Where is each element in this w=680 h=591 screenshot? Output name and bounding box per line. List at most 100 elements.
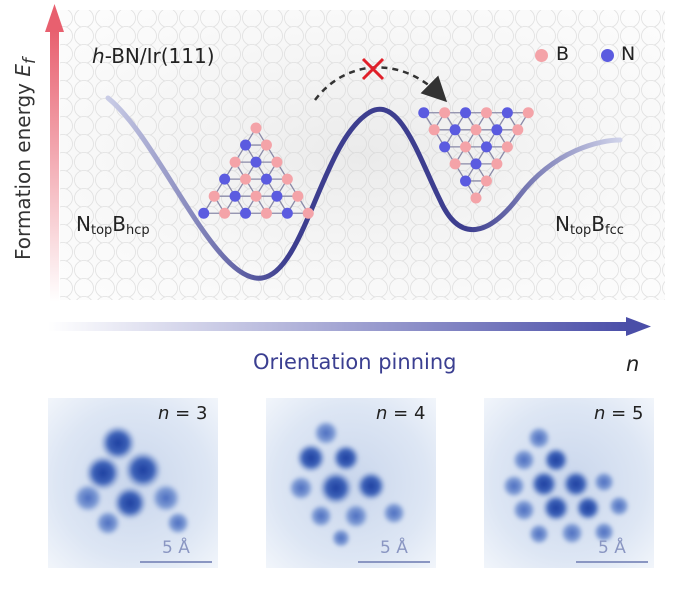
stm-protrusion [319, 471, 353, 505]
system-label-prefix: h [92, 44, 105, 68]
stm-protrusion [343, 503, 369, 529]
stm-protrusion [100, 425, 136, 461]
legend-n-label: N [621, 43, 636, 65]
nitrogen-atom [260, 173, 272, 185]
system-label-rest: -BN/Ir(111) [104, 44, 215, 68]
panel3-n: n [594, 403, 606, 424]
panel3-value: = 5 [605, 403, 644, 424]
nitrogen-atom [439, 141, 451, 153]
boron-atom [449, 158, 461, 170]
y-axis-subscript: f [20, 58, 39, 64]
boron-atom [250, 122, 262, 134]
boron-atom [470, 124, 482, 136]
nitrogen-atom [449, 124, 461, 136]
stm-protrusion [502, 474, 526, 498]
stm-protrusion [151, 483, 181, 513]
cluster-ntop-bfcc [418, 107, 534, 204]
stm-protrusion [113, 486, 147, 520]
stm-protrusion [124, 451, 162, 489]
state-right-n: N [555, 212, 570, 236]
panel1-scale-label: 5 Å [162, 538, 190, 558]
cluster-ntop-bhcp [198, 122, 314, 219]
nitrogen-atom [480, 141, 492, 153]
panel2-n: n [376, 403, 388, 424]
state-left-label: NtopBhcp [76, 212, 150, 238]
stm-protrusion [313, 420, 339, 446]
nitrogen-atom [460, 107, 472, 119]
nitrogen-atom [250, 156, 262, 168]
stm-protrusion [542, 494, 570, 522]
boron-atom [480, 107, 492, 119]
x-axis-label: Orientation pinning [253, 350, 457, 374]
stm-protrusion [512, 498, 536, 522]
stm-panel-n4 [266, 398, 436, 568]
stm-protrusion [85, 455, 121, 491]
stm-panel-n5 [484, 398, 654, 568]
panel1-n: n [158, 403, 170, 424]
nitrogen-atom [219, 173, 231, 185]
nitrogen-atom [418, 107, 430, 119]
state-right-label: NtopBfcc [555, 212, 624, 238]
stm-protrusion [512, 448, 536, 472]
boron-atom [302, 207, 314, 219]
stm-panel-n3 [48, 398, 218, 568]
boron-atom [292, 190, 304, 202]
boron-atom [240, 173, 252, 185]
nitrogen-atom [198, 207, 210, 219]
panel1-label: n = 3 [158, 403, 207, 424]
state-left-sub1: top [90, 223, 113, 238]
system-label: h-BN/Ir(111) [92, 44, 215, 68]
boron-atom [260, 139, 272, 151]
stm-protrusion [530, 470, 558, 498]
y-axis-label-text: Formation energy [11, 83, 35, 260]
state-right-sub2: fcc [605, 223, 624, 238]
stm-protrusion [560, 521, 584, 545]
nitrogen-atom [460, 175, 472, 187]
state-left-n: N [76, 212, 91, 236]
boron-atom [428, 124, 440, 136]
boron-atom [281, 173, 293, 185]
boron-atom [208, 190, 220, 202]
legend-b-dot [535, 49, 548, 62]
stm-protrusion [95, 510, 121, 536]
nitrogen-atom [501, 107, 513, 119]
y-axis [50, 30, 59, 302]
stm-protrusion [73, 483, 103, 513]
stm-protrusion [382, 501, 406, 525]
boron-atom [480, 175, 492, 187]
boron-atom [512, 124, 524, 136]
x-axis-symbol: n [626, 352, 640, 376]
energy-curve [105, 95, 623, 281]
stm-protrusion [332, 444, 360, 472]
stm-protrusion [527, 426, 551, 450]
boron-atom [250, 190, 262, 202]
nitrogen-atom [240, 207, 252, 219]
boron-atom [491, 158, 503, 170]
state-right-b: B [591, 212, 606, 236]
y-axis-arrowhead [45, 4, 64, 32]
boron-atom [522, 107, 534, 119]
boron-atom [260, 207, 272, 219]
x-axis-arrowhead [626, 317, 651, 336]
stm-protrusion [543, 447, 569, 473]
stm-protrusion [528, 523, 550, 545]
panel3-label: n = 5 [594, 403, 643, 424]
stm-protrusion [593, 521, 615, 543]
stm-protrusion [356, 471, 386, 501]
state-right-sub1: top [569, 223, 592, 238]
legend-b-label: B [556, 43, 570, 65]
nitrogen-atom [229, 190, 241, 202]
boron-atom [219, 207, 231, 219]
stm-protrusion [296, 443, 326, 473]
boron-atom [439, 107, 451, 119]
nitrogen-atom [281, 207, 293, 219]
nitrogen-atom [491, 124, 503, 136]
x-axis [48, 322, 628, 331]
legend-n-dot [601, 49, 614, 62]
stm-protrusion [331, 528, 351, 548]
stm-protrusion [166, 511, 190, 535]
state-left-sub2: hcp [126, 223, 150, 238]
stm-protrusion [593, 471, 615, 493]
nitrogen-atom [271, 190, 283, 202]
